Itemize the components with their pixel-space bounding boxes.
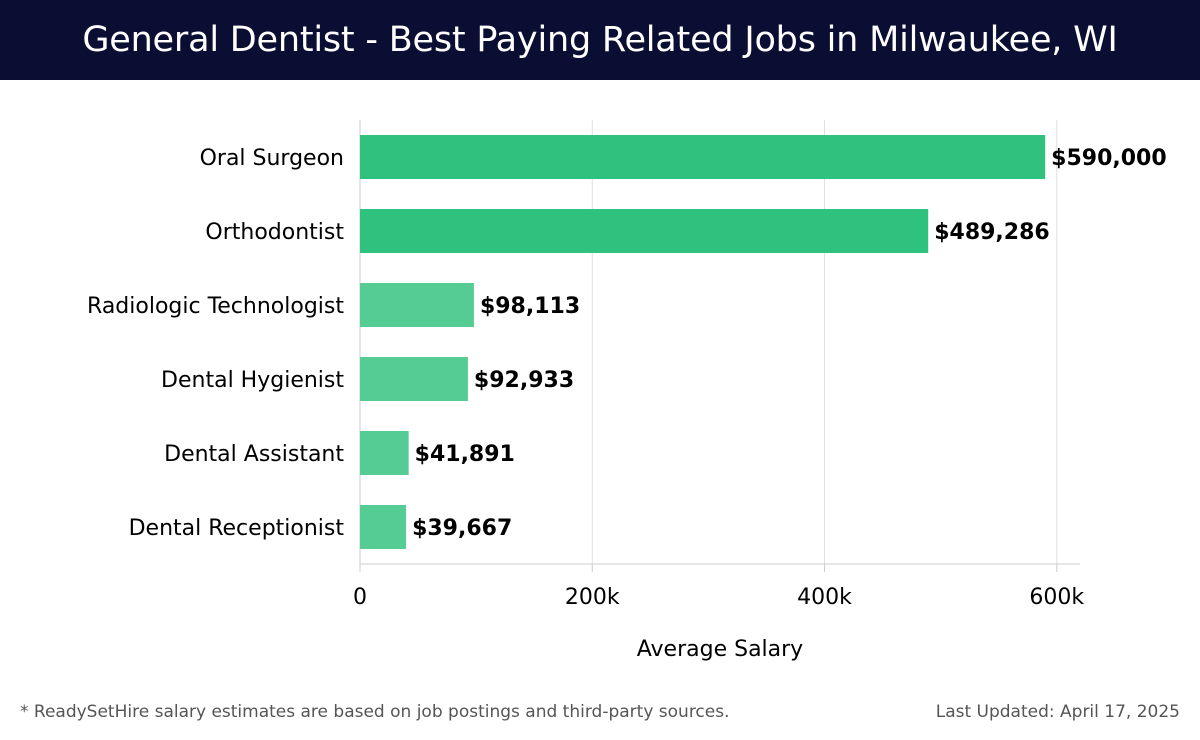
bar: [360, 209, 929, 253]
category-label: Radiologic Technologist: [87, 294, 344, 319]
bar: [360, 357, 468, 401]
data-label: $92,933: [474, 368, 574, 393]
category-label: Dental Receptionist: [129, 516, 345, 541]
x-tick-label: 600k: [1029, 585, 1084, 610]
bar: [360, 283, 474, 327]
x-tick-label: 0: [353, 585, 367, 610]
category-label: Dental Hygienist: [161, 368, 344, 393]
chart-header: General Dentist - Best Paying Related Jo…: [0, 0, 1200, 80]
bar: [360, 135, 1046, 179]
x-tick-label: 200k: [565, 585, 620, 610]
data-label: $489,286: [934, 220, 1050, 245]
footer-disclaimer: * ReadySetHire salary estimates are base…: [20, 702, 730, 722]
salary-bar-chart: 0 200k 400k 600k Average Salary Oral Surgeon $…: [87, 120, 1167, 662]
bar: [360, 505, 407, 549]
category-label: Orthodontist: [205, 220, 344, 245]
data-label: $39,667: [412, 516, 512, 541]
bar: [360, 431, 409, 475]
x-axis-label: Average Salary: [637, 637, 803, 662]
category-label: Oral Surgeon: [200, 146, 344, 171]
category-label: Dental Assistant: [164, 442, 344, 467]
chart-title: General Dentist - Best Paying Related Jo…: [82, 20, 1118, 60]
data-label: $41,891: [415, 442, 515, 467]
data-label: $98,113: [480, 294, 580, 319]
footer-last-updated: Last Updated: April 17, 2025: [935, 702, 1180, 722]
x-tick-label: 400k: [797, 585, 852, 610]
data-label: $590,000: [1051, 146, 1167, 171]
